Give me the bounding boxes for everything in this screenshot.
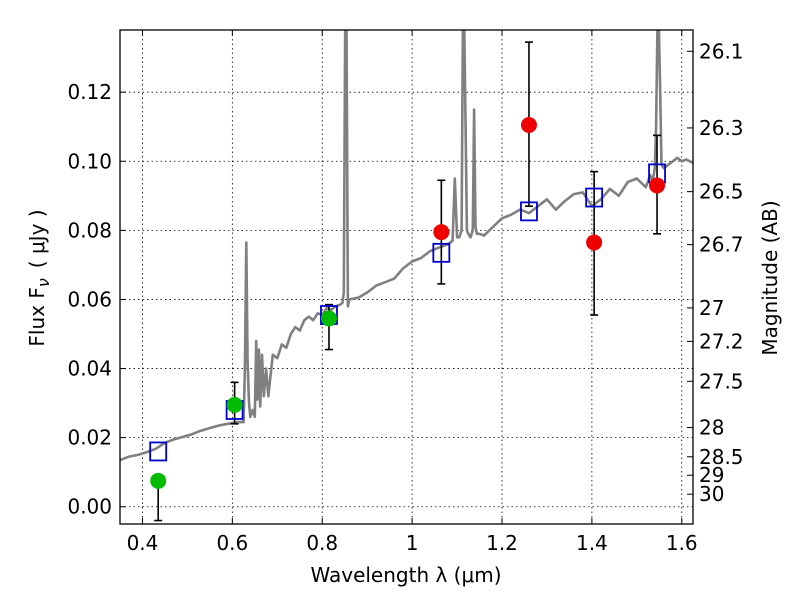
plot-frame [119,29,694,525]
magnitude-tick-label: 28.5 [699,445,744,469]
magnitude-tick-label: 27.5 [699,369,744,393]
magnitude-tick-label: 26.3 [699,116,744,140]
x-tick-label: 1.4 [576,531,608,555]
y-tick-label: 0.00 [67,495,112,519]
y-axis-label: Flux Fν ( μJy ) [25,209,53,346]
photometry-point [520,117,537,133]
y-axis-ticks: 0.00 0.02 0.04 0.06 0.08 0.10 0.12 [67,80,126,519]
model-photometry-square [520,201,538,222]
x-tick-label: 0.6 [216,531,248,555]
magnitude-tick-label: 27.2 [699,329,744,353]
magnitude-tick-label: 29 [699,463,724,487]
grid-lines [120,30,693,524]
error-bars [154,41,662,522]
y-tick-label: 0.10 [67,149,112,173]
photometry-point [649,177,666,194]
y-tick-label: 0.12 [67,80,112,104]
x-tick-label: 1.6 [666,531,698,555]
model-sed-line [120,30,693,462]
photometry-point [320,310,337,327]
y-tick-label: 0.06 [67,287,112,311]
y-axis-label-main: Flux F [25,287,49,346]
y-axis-label-sub: ν [34,278,53,287]
y-tick-label: 0.04 [67,357,112,381]
magnitude-tick-label: 26.1 [699,39,744,63]
model-photometry-markers [149,163,666,462]
photometry-point [586,234,603,251]
x-tick-label: 1 [406,531,419,555]
model-photometry-square [432,242,451,263]
photometry-point [150,472,167,489]
x-axis-ticks: 0.4 0.6 0.8 1 1.2 1.4 1.6 [127,30,698,555]
model-photometry-square [585,187,604,208]
magnitude-tick-label: 26.7 [699,233,744,257]
x-tick-label: 0.8 [306,531,338,555]
y-tick-label: 0.02 [67,426,112,450]
magnitude-tick-label: 27 [699,296,724,320]
x-axis-label: Wavelength λ (μm) [310,563,501,587]
photometry-point [433,224,450,241]
photometry-markers [150,117,666,489]
y-axis-label-unit: ( μJy ) [25,209,49,268]
magnitude-tick-label: 30 [699,482,724,506]
x-tick-label: 1.2 [486,531,518,555]
x-tick-label: 0.4 [127,531,159,555]
model-sed-series [120,30,693,462]
magnitude-tick-label: 26.5 [699,180,744,204]
y-tick-label: 0.08 [67,218,112,242]
photometry-point [226,396,243,413]
magnitude-tick-label: 28 [699,416,724,440]
magnitude-axis-label: Magnitude (AB) [758,200,782,355]
model-photometry-square [149,441,168,462]
